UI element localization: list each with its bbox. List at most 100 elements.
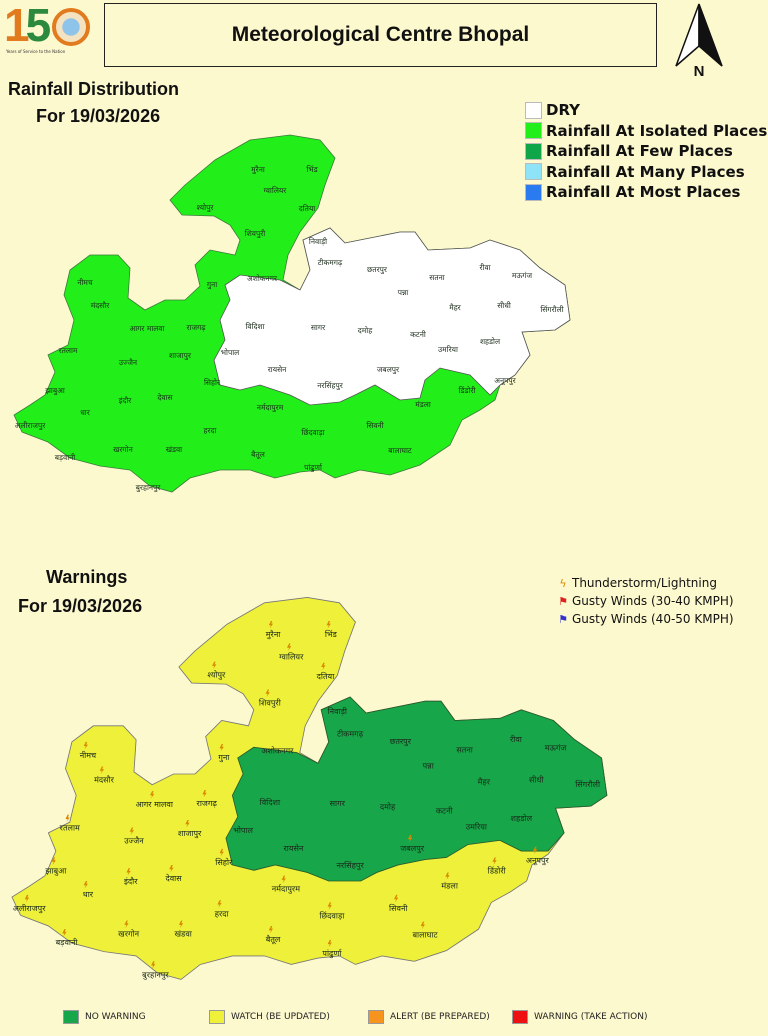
district-label: पांढुर्णा — [304, 463, 323, 473]
district-label: टीकमगढ़ — [318, 258, 343, 267]
district-label: डिंडोरी — [459, 386, 477, 395]
district-label: सिवनी — [366, 421, 384, 430]
district-label: गुना — [207, 280, 218, 290]
legend-swatch — [209, 1010, 225, 1024]
level-no-warning: NO WARNING — [63, 1010, 146, 1024]
lightning-icon — [151, 961, 156, 969]
district-label: इंदौर — [124, 876, 138, 886]
district-label: रायसेन — [283, 843, 303, 853]
lightning-icon — [65, 814, 70, 823]
district-label: जबलपुर — [377, 365, 400, 375]
district-label: शाजापुर — [169, 351, 192, 361]
district-label: जबलपुर — [400, 844, 425, 854]
district-label: धार — [80, 408, 91, 417]
lightning-icon — [185, 820, 190, 828]
lightning-icon — [265, 689, 270, 697]
legend-swatch — [525, 101, 542, 119]
lightning-icon — [420, 921, 426, 930]
rainfall-district-labels: मुरैना भिंड ग्वालियर दतिया श्योपुर शिवपुरी निव… — [15, 165, 565, 493]
district-label: ग्वालियर — [279, 652, 304, 662]
district-label: छतरपुर — [367, 265, 388, 275]
district-label: मुरैना — [251, 165, 266, 175]
district-label: उमरिया — [438, 345, 459, 354]
district-label: छिंदवाड़ा — [319, 910, 345, 920]
legend-item-few: Rainfall At Few Places — [525, 141, 767, 162]
lightning-icon — [150, 791, 155, 799]
district-label: सिहोर — [204, 378, 221, 387]
district-label: उमरिया — [466, 822, 488, 832]
district-label: नर्मदापुरम — [272, 884, 300, 895]
district-label: खरगोन — [118, 929, 139, 939]
logo-tagline: Years of Service to the Nation — [6, 49, 66, 54]
district-label: रीवा — [510, 734, 523, 744]
warnings-title: Warnings — [46, 567, 128, 587]
district-label: नीमच — [80, 750, 97, 760]
district-label: देवास — [165, 873, 182, 883]
rainfall-map: मुरैना भिंड ग्वालियर दतिया श्योपुर शिवपुरी निव… — [13, 134, 571, 493]
district-label: आगर मालवा — [136, 800, 174, 809]
lightning-icon — [178, 920, 184, 929]
district-label: बड़वानी — [55, 453, 77, 462]
legend-swatch — [368, 1010, 384, 1024]
lightning-icon — [126, 868, 131, 876]
district-label: पांढुर्णा — [322, 948, 342, 959]
imd-150-logo: 15 Years of Service to the Nation — [4, 0, 96, 56]
district-label: दतिया — [317, 671, 336, 681]
district-label: नीमच — [77, 278, 93, 287]
district-label: अनूपपुर — [526, 856, 550, 866]
legend-swatch — [512, 1010, 528, 1024]
warning-level-legend: NO WARNING WATCH (BE UPDATED) ALERT (BE … — [0, 1010, 768, 1032]
district-label: शिवपुरी — [259, 698, 282, 709]
district-label: पन्ना — [398, 288, 410, 297]
district-label: नरसिंहपुर — [336, 860, 364, 871]
district-label: सिंगरौली — [540, 305, 564, 314]
district-label: सतना — [456, 746, 473, 755]
district-label: धार — [83, 890, 94, 899]
district-label: कटनी — [436, 806, 454, 816]
district-label: झाबुआ — [45, 867, 67, 877]
lightning-icon — [281, 875, 286, 884]
district-label: डिंडोरी — [488, 866, 507, 876]
district-label: भिंड — [306, 165, 318, 174]
warning-none-region — [225, 696, 608, 882]
district-label: भोपाल — [221, 348, 240, 357]
district-label: देवास — [157, 393, 173, 402]
district-label: टीकमगढ़ — [337, 729, 364, 739]
lightning-icon — [492, 857, 497, 865]
lightning-icon — [393, 894, 399, 903]
district-label: भोपाल — [233, 825, 253, 835]
district-label: हरदा — [215, 909, 230, 918]
district-label: नर्मदापुरम — [257, 403, 284, 413]
lightning-icon — [326, 620, 331, 629]
district-label: अशोकनगर — [261, 746, 294, 756]
district-label: सीधी — [497, 301, 512, 310]
lightning-icon — [62, 929, 67, 937]
district-label: शाजापुर — [178, 829, 202, 839]
rainfall-date: For 19/03/2026 — [36, 106, 161, 126]
lightning-icon — [321, 662, 326, 671]
warnings-map: मुरैना भिंड ग्वालियर दतिया श्योपुर शिवपुरी निव… — [11, 596, 608, 980]
warnings-lightning-markers — [24, 620, 538, 969]
lightning-icon — [445, 872, 450, 880]
district-label: ग्वालियर — [264, 186, 288, 195]
district-label: शहडोल — [480, 337, 501, 346]
district-label: रतलाम — [59, 346, 78, 355]
district-label: बड़वानी — [56, 937, 79, 947]
district-label: रतलाम — [60, 824, 80, 833]
district-label: उज्जैन — [124, 836, 144, 846]
district-label: निवाड़ी — [309, 237, 328, 246]
legend-swatch — [525, 122, 542, 140]
lightning-icon — [217, 900, 222, 908]
legend-swatch — [525, 183, 542, 201]
legend-item-dry: DRY — [525, 100, 767, 121]
district-label: पन्ना — [423, 762, 435, 771]
district-label: मंडला — [415, 400, 432, 409]
lightning-icon — [51, 857, 56, 865]
district-label: रीवा — [479, 263, 491, 272]
district-label: बालाघाट — [388, 446, 412, 455]
lightning-icon — [407, 834, 413, 843]
district-label: सिवनी — [389, 903, 408, 913]
district-label: सिहोर — [215, 857, 233, 867]
district-label: मुरैना — [266, 629, 282, 640]
